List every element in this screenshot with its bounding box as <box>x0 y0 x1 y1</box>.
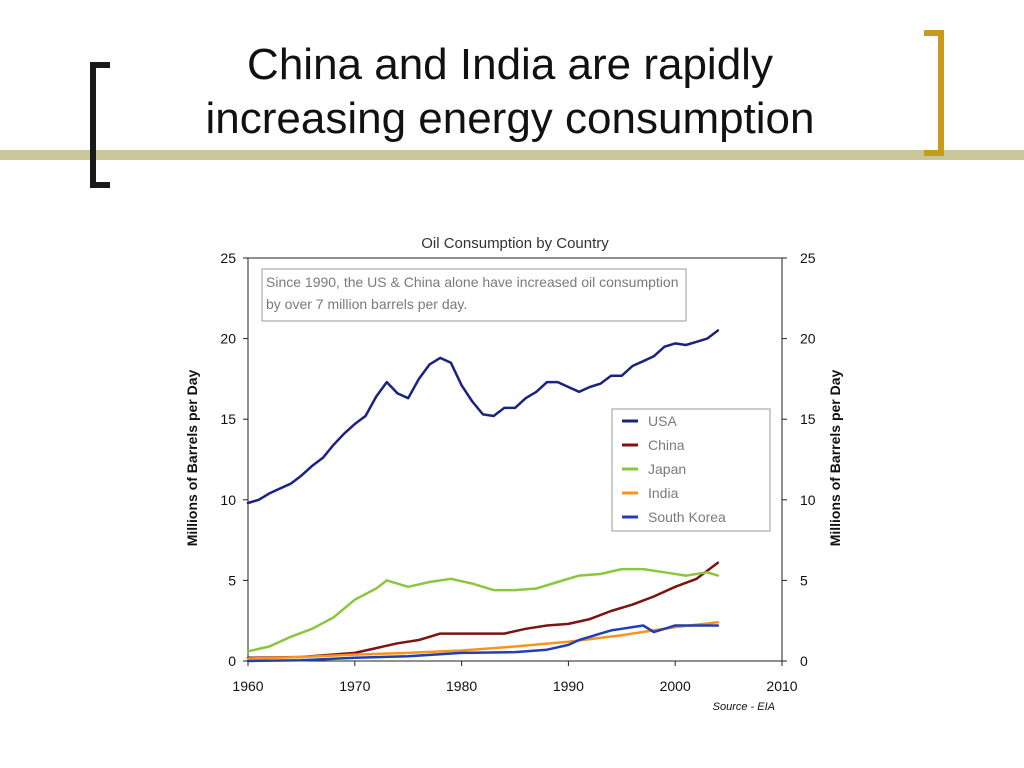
y-tick-label-right: 0 <box>800 653 808 669</box>
plot-frame <box>247 257 783 662</box>
series-line-china <box>246 561 720 660</box>
slide-title: China and India are rapidly increasing e… <box>110 38 910 146</box>
y-tick-label-right: 20 <box>800 331 816 347</box>
series-line-japan <box>246 567 720 653</box>
y-tick-label-right: 25 <box>800 250 816 266</box>
series-line-usa <box>246 329 720 505</box>
y-tick-label-left: 10 <box>220 492 236 508</box>
y-tick-label-left: 15 <box>220 411 236 427</box>
source-note: Source - EIA <box>713 701 775 713</box>
x-tick-label: 2000 <box>660 678 691 694</box>
y-tick-label-left: 5 <box>228 572 236 588</box>
legend-label-south-korea: South Korea <box>648 509 726 525</box>
legend-box <box>611 408 771 532</box>
left-bracket-decoration <box>90 62 110 188</box>
right-bracket-decoration <box>924 30 944 156</box>
y-tick-label-left: 0 <box>228 653 236 669</box>
y-tick-label-right: 10 <box>800 492 816 508</box>
x-tick-label: 1980 <box>446 678 477 694</box>
y-axis-label-left: Millions of Barrels per Day <box>184 369 200 546</box>
slide-title-line-2: increasing energy consumption <box>205 94 815 143</box>
y-axis-label-right: Millions of Barrels per Day <box>827 369 843 546</box>
annotation-box: Since 1990, the US & China alone have in… <box>261 268 687 322</box>
legend-label-japan: Japan <box>648 461 686 477</box>
legend-label-usa: USA <box>648 413 677 429</box>
x-tick-label: 2010 <box>766 678 797 694</box>
series-line-south-korea <box>246 624 720 663</box>
x-tick-label: 1990 <box>553 678 584 694</box>
series-line-india <box>246 621 720 660</box>
y-tick-label-left: 25 <box>220 250 236 266</box>
annotation-text: Since 1990, the US & China alone have in… <box>266 274 679 312</box>
legend: USA China Japan India South Korea <box>611 408 771 532</box>
chart-title: Oil Consumption by Country <box>421 235 609 252</box>
legend-label-india: India <box>648 485 679 501</box>
y-tick-label-right: 5 <box>800 572 808 588</box>
x-tick-label: 1960 <box>232 678 263 694</box>
slide-title-line-1: China and India are rapidly <box>247 40 773 89</box>
y-tick-label-left: 20 <box>220 331 236 347</box>
y-tick-label-right: 15 <box>800 411 816 427</box>
x-tick-label: 1970 <box>339 678 370 694</box>
legend-label-china: China <box>648 437 685 453</box>
title-underline-rule <box>0 150 1024 160</box>
